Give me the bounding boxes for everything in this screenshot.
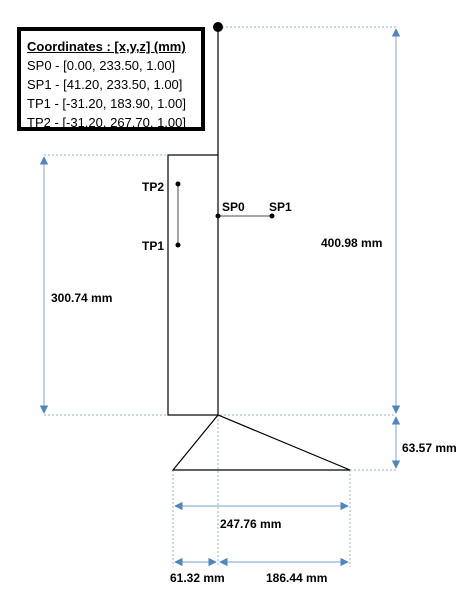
- probe-lines: [177, 184, 272, 245]
- base-width-label: 247.76 mm: [220, 517, 281, 531]
- sp0-point: [215, 213, 221, 219]
- tp2-label: TP2: [142, 180, 164, 194]
- sp0-label: SP0: [222, 200, 245, 214]
- sp1-label: SP1: [269, 200, 292, 214]
- right-offset-label: 186.44 mm: [266, 571, 327, 585]
- dimension-lines: [39, 28, 401, 567]
- coordinate-entry-sp0: SP0 - [0.00, 233.50, 1.00]: [27, 58, 176, 73]
- body-height-label: 300.74 mm: [51, 291, 112, 305]
- tp1-label: TP1: [142, 239, 164, 253]
- base-triangle: [171, 414, 351, 471]
- tp1-point: [175, 242, 181, 248]
- coordinate-entry-tp1: TP1 - [-31.20, 183.90, 1.00]: [27, 96, 186, 111]
- tp2-point: [175, 181, 181, 187]
- base-height-label: 63.57 mm: [402, 441, 457, 455]
- left-offset-label: 61.32 mm: [170, 571, 225, 585]
- coordinate-entry-sp1: SP1 - [41.20, 233.50, 1.00]: [27, 77, 183, 92]
- top-anchor-point: [213, 22, 223, 32]
- coordinates-box: Coordinates : [x,y,z] (mm) SP0 - [0.00, …: [17, 27, 205, 131]
- extension-lines: [44, 26, 396, 567]
- body-rectangle: [167, 154, 219, 416]
- structure: [167, 27, 351, 471]
- sp1-point: [269, 213, 275, 219]
- coordinates-title: Coordinates : [x,y,z] (mm): [27, 39, 186, 54]
- total-height-label: 400.98 mm: [321, 236, 382, 250]
- coordinate-entry-tp2: TP2 - [-31.20, 267.70, 1.00]: [27, 115, 186, 130]
